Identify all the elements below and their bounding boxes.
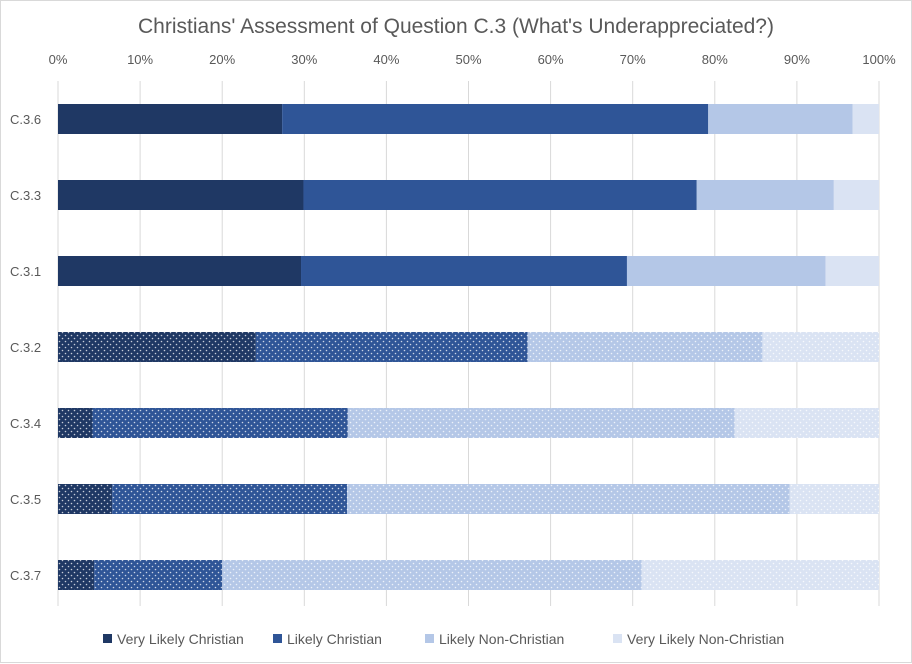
bar-segment — [94, 560, 223, 590]
y-tick-label: C.3.1 — [10, 264, 41, 279]
bar-segment — [762, 332, 879, 362]
legend-swatch — [273, 634, 282, 643]
y-tick-label: C.3.5 — [10, 492, 41, 507]
bar-segment — [696, 180, 834, 210]
x-tick-label: 0% — [49, 52, 68, 67]
x-tick-label: 30% — [291, 52, 317, 67]
bar-segment — [347, 408, 735, 438]
x-tick-label: 60% — [538, 52, 564, 67]
legend: Very Likely Christian Likely Christian Lik… — [103, 631, 784, 647]
y-tick-label: C.3.7 — [10, 568, 41, 583]
y-tick-label: C.3.6 — [10, 112, 41, 127]
legend-item: Very Likely Non-Christian — [613, 631, 784, 647]
bar-segment — [527, 332, 763, 362]
x-tick-label: 10% — [127, 52, 153, 67]
x-tick-label: 20% — [209, 52, 235, 67]
x-tick-label: 40% — [373, 52, 399, 67]
y-tick-label: C.3.2 — [10, 340, 41, 355]
x-tick-label: 90% — [784, 52, 810, 67]
x-tick-label: 100% — [862, 52, 896, 67]
legend-item: Likely Christian — [273, 631, 382, 647]
bar-segment — [58, 104, 283, 134]
y-axis-ticks: C.3.6 C.3.3 C.3.1 C.3.2 C.3.4 C.3.5 C.3.7 — [10, 112, 41, 583]
y-tick-label: C.3.3 — [10, 188, 41, 203]
bar-segment — [789, 484, 879, 514]
bar-group-C-3-7 — [58, 560, 879, 590]
y-tick-label: C.3.4 — [10, 416, 41, 431]
legend-item: Likely Non-Christian — [425, 631, 564, 647]
bar-segment — [734, 408, 879, 438]
bar-segment — [58, 560, 95, 590]
bar-segment — [301, 256, 627, 286]
bar-segment — [833, 180, 879, 210]
bar-segment — [222, 560, 642, 590]
bar-group-C-3-1 — [58, 256, 879, 286]
bar-group-C-3-2 — [58, 332, 879, 362]
bar-group-C-3-3 — [58, 180, 879, 210]
legend-label: Likely Christian — [287, 631, 382, 647]
bar-segment — [346, 484, 790, 514]
legend-label: Very Likely Christian — [117, 631, 244, 647]
x-axis-ticks: 0% 10% 20% 30% 40% 50% 60% 70% 80% 90% 100% — [49, 52, 896, 67]
bar-group-C-3-5 — [58, 484, 879, 514]
bar-segment — [282, 104, 709, 134]
bar-segment — [852, 104, 879, 134]
legend-label: Very Likely Non-Christian — [627, 631, 784, 647]
chart-title: Christians' Assessment of Question C.3 (… — [138, 15, 774, 38]
legend-swatch — [613, 634, 622, 643]
bar-segment — [112, 484, 347, 514]
bar-segment — [58, 484, 113, 514]
legend-swatch — [425, 634, 434, 643]
bar-segment — [641, 560, 879, 590]
legend-swatch — [103, 634, 112, 643]
x-tick-label: 80% — [702, 52, 728, 67]
bar-group-C-3-6 — [58, 104, 879, 134]
bar-segment — [58, 332, 256, 362]
bars — [58, 104, 879, 590]
bar-segment — [303, 180, 697, 210]
bar-segment — [255, 332, 528, 362]
legend-item: Very Likely Christian — [103, 631, 244, 647]
x-tick-label: 50% — [455, 52, 481, 67]
x-tick-label: 70% — [620, 52, 646, 67]
bar-segment — [58, 180, 304, 210]
bar-segment — [58, 256, 302, 286]
bar-segment — [92, 408, 348, 438]
bar-group-C-3-4 — [58, 408, 879, 438]
legend-label: Likely Non-Christian — [439, 631, 564, 647]
bar-segment — [825, 256, 879, 286]
bar-segment — [708, 104, 853, 134]
bar-segment — [626, 256, 826, 286]
bar-segment — [58, 408, 93, 438]
